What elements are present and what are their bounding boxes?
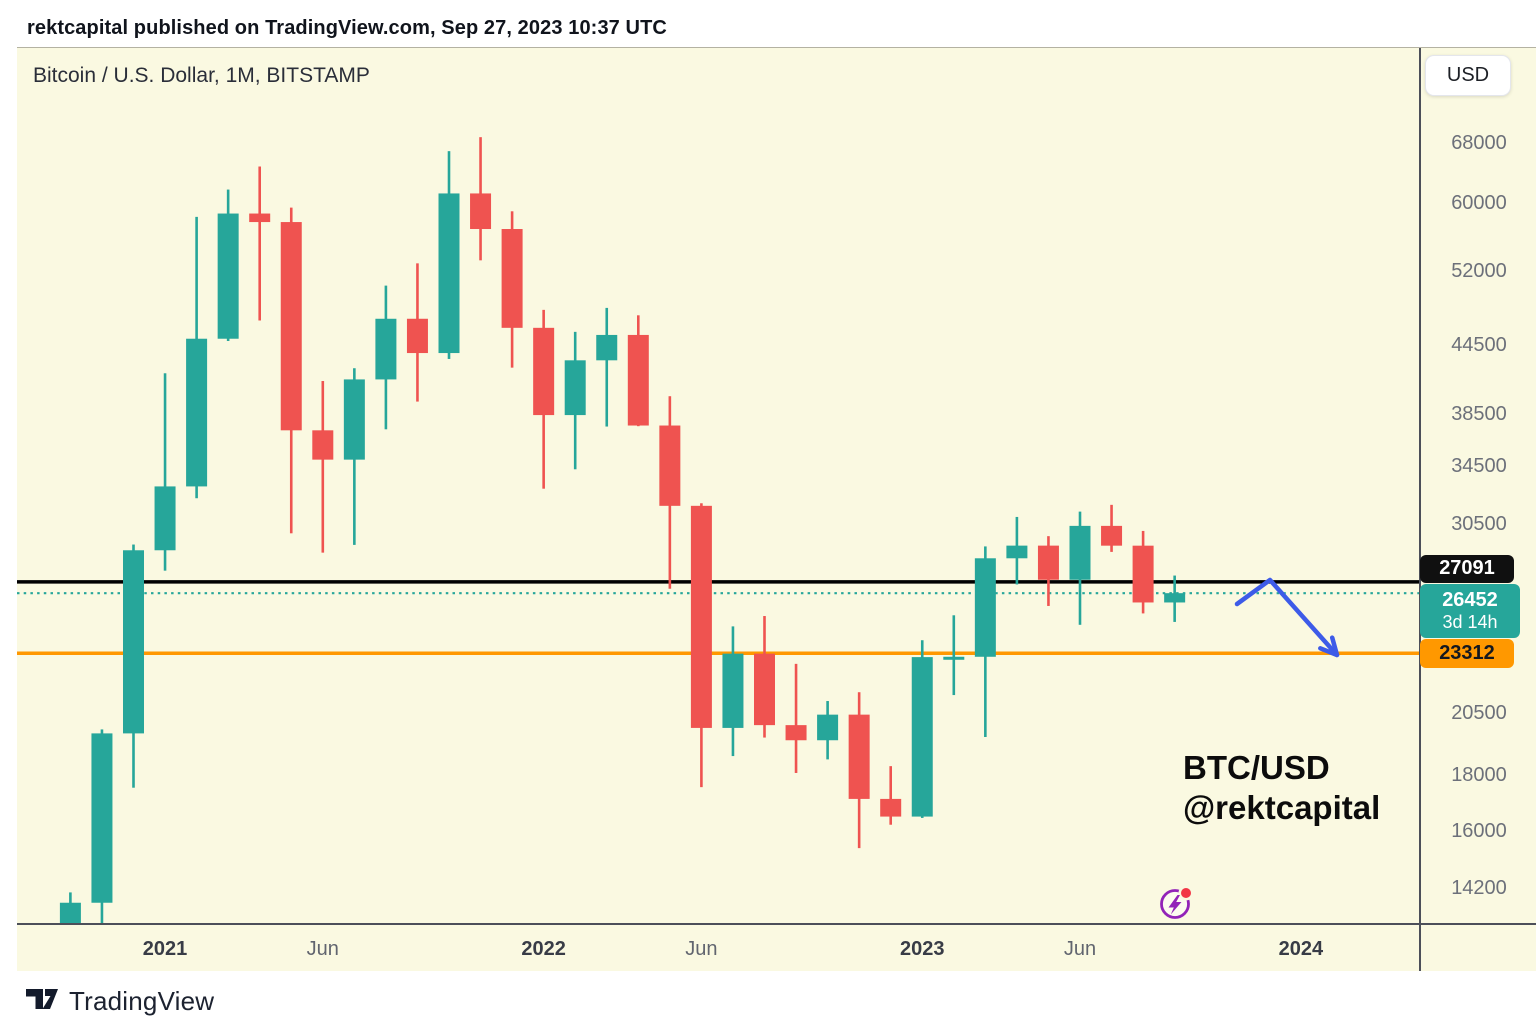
candle-feb-2022[interactable] xyxy=(564,331,586,470)
candle-jul-2023[interactable] xyxy=(1101,504,1123,552)
price-tick-18000: 18000 xyxy=(1451,764,1507,787)
price-tick-38500: 38500 xyxy=(1451,402,1507,425)
candle-dec-2022[interactable] xyxy=(880,766,902,825)
price-tick-44500: 44500 xyxy=(1451,333,1507,356)
price-tick-34500: 34500 xyxy=(1451,454,1507,477)
candle-mar-2023[interactable] xyxy=(974,546,996,738)
price-badge-resistance: 27091 xyxy=(1420,554,1514,583)
footer: TradingView xyxy=(25,984,214,1018)
watermark-symbol: BTC/USD xyxy=(1183,749,1330,786)
candle-may-2022[interactable] xyxy=(659,396,681,589)
candle-oct-2022[interactable] xyxy=(817,701,839,760)
price-badge-support: 23312 xyxy=(1420,639,1514,669)
candle-aug-2023[interactable] xyxy=(1132,530,1154,614)
drawing-arrow[interactable] xyxy=(1234,577,1340,658)
candle-jun-2022[interactable] xyxy=(690,503,712,788)
tradingview-wordmark[interactable]: TradingView xyxy=(69,985,215,1016)
price-tick-60000: 60000 xyxy=(1451,191,1507,214)
candle-sep-2022[interactable] xyxy=(785,663,807,773)
candle-feb-2021[interactable] xyxy=(186,216,208,499)
candle-oct-2021[interactable] xyxy=(438,151,460,359)
candle-mar-2021[interactable] xyxy=(217,189,239,341)
price-tick-30500: 30500 xyxy=(1451,513,1507,536)
candle-sep-2023[interactable] xyxy=(1164,575,1186,622)
candle-jan-2021[interactable] xyxy=(154,373,176,571)
candle-apr-2023[interactable] xyxy=(1006,516,1028,585)
price-tick-16000: 16000 xyxy=(1451,820,1507,843)
candle-mar-2022[interactable] xyxy=(596,307,618,427)
time-tick-2023: 2023 xyxy=(900,938,945,960)
time-tick-jun: Jun xyxy=(685,938,718,960)
price-tick-52000: 52000 xyxy=(1451,259,1507,282)
candle-may-2021[interactable] xyxy=(280,207,302,534)
candle-dec-2020[interactable] xyxy=(123,544,144,788)
drawing-arrow-head xyxy=(1318,635,1340,658)
last-price-badge: 26452 3d 14h xyxy=(1420,584,1520,639)
candle-may-2023[interactable] xyxy=(1037,536,1059,606)
publish-header: rektcapital published on TradingView.com… xyxy=(0,0,1536,47)
chart-area[interactable]: Bitcoin / U.S. Dollar, 1M, BITSTAMP USD … xyxy=(17,47,1536,971)
time-tick-2024: 2024 xyxy=(1278,938,1324,960)
candle-oct-2020[interactable] xyxy=(59,892,81,971)
candle-nov-2020[interactable] xyxy=(91,729,113,924)
candle-jan-2022[interactable] xyxy=(533,309,555,489)
price-tick-68000: 68000 xyxy=(1451,132,1507,155)
price-tick-14200: 14200 xyxy=(1451,877,1507,900)
tradingview-logo-icon[interactable] xyxy=(25,985,59,1018)
time-tick-jun: Jun xyxy=(1063,938,1097,960)
candle-aug-2021[interactable] xyxy=(375,285,397,430)
candle-nov-2021[interactable] xyxy=(470,137,492,261)
candle-dec-2021[interactable] xyxy=(501,211,523,368)
price-tick-20500: 20500 xyxy=(1451,702,1507,725)
time-axis[interactable]: 2021 Jun 2022 Jun 2023 Jun 2024 xyxy=(17,926,1536,971)
watermark-handle: @rektcapital xyxy=(1183,789,1381,826)
candle-jul-2021[interactable] xyxy=(343,368,365,545)
candle-jun-2023[interactable] xyxy=(1069,511,1091,625)
publish-text: rektcapital published on TradingView.com… xyxy=(27,17,667,39)
time-tick-2021: 2021 xyxy=(142,938,188,960)
candle-sep-2021[interactable] xyxy=(406,263,428,402)
time-tick-2022: 2022 xyxy=(521,938,566,960)
candlestick-plot[interactable] xyxy=(17,48,1536,971)
symbol-legend: Bitcoin / U.S. Dollar, 1M, BITSTAMP xyxy=(33,64,370,87)
candle-aug-2022[interactable] xyxy=(754,616,775,738)
candle-jan-2023[interactable] xyxy=(911,640,933,818)
candle-apr-2021[interactable] xyxy=(249,166,271,321)
price-axis[interactable]: 68000 60000 52000 44500 38500 34500 30500 20500… xyxy=(1422,48,1536,924)
candle-feb-2023[interactable] xyxy=(943,615,965,696)
lightning-avatar-icon xyxy=(1156,883,1196,923)
candle-jun-2021[interactable] xyxy=(312,381,334,553)
time-tick-jun: Jun xyxy=(306,938,339,960)
currency-toggle-button[interactable]: USD xyxy=(1425,55,1511,96)
candle-apr-2022[interactable] xyxy=(627,315,649,427)
candle-jul-2022[interactable] xyxy=(722,626,744,757)
bar-countdown: 3d 14h xyxy=(1442,612,1498,633)
candle-nov-2022[interactable] xyxy=(848,692,870,849)
watermark: BTC/USD @rektcapital xyxy=(1183,748,1380,828)
